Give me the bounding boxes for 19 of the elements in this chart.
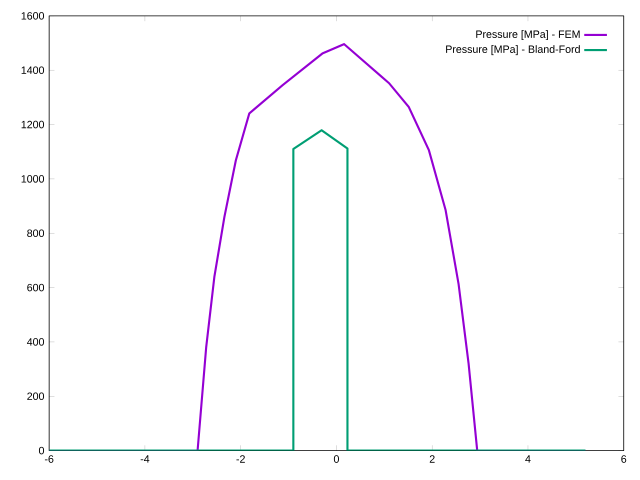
y-tick-label: 1200: [22, 120, 44, 128]
y-tick-label: 0: [38, 446, 44, 454]
y-tick-label: 800: [27, 229, 44, 237]
y-tick-label: 1400: [22, 66, 44, 74]
y-tick-label: 200: [27, 392, 44, 400]
y-tick-label: 600: [27, 284, 44, 292]
y-tick-label: 400: [26, 338, 44, 346]
y-tick-label: 1000: [22, 175, 44, 183]
x-tick-label: -4: [140, 455, 150, 463]
x-tick-label: -2: [236, 455, 245, 463]
x-tick-label: 4: [525, 455, 531, 463]
x-tick-label: 6: [621, 455, 626, 463]
legend-label: Pressure [MPa] - FEM: [476, 30, 580, 40]
x-tick-label: -6: [44, 455, 54, 463]
legend-label: Pressure [MPa] - Bland-Ford: [446, 45, 580, 56]
x-tick-label: 0: [334, 455, 339, 463]
y-tick-label: 1600: [22, 12, 44, 20]
x-tick-label: 2: [430, 455, 435, 463]
line-series: [49, 129, 586, 451]
